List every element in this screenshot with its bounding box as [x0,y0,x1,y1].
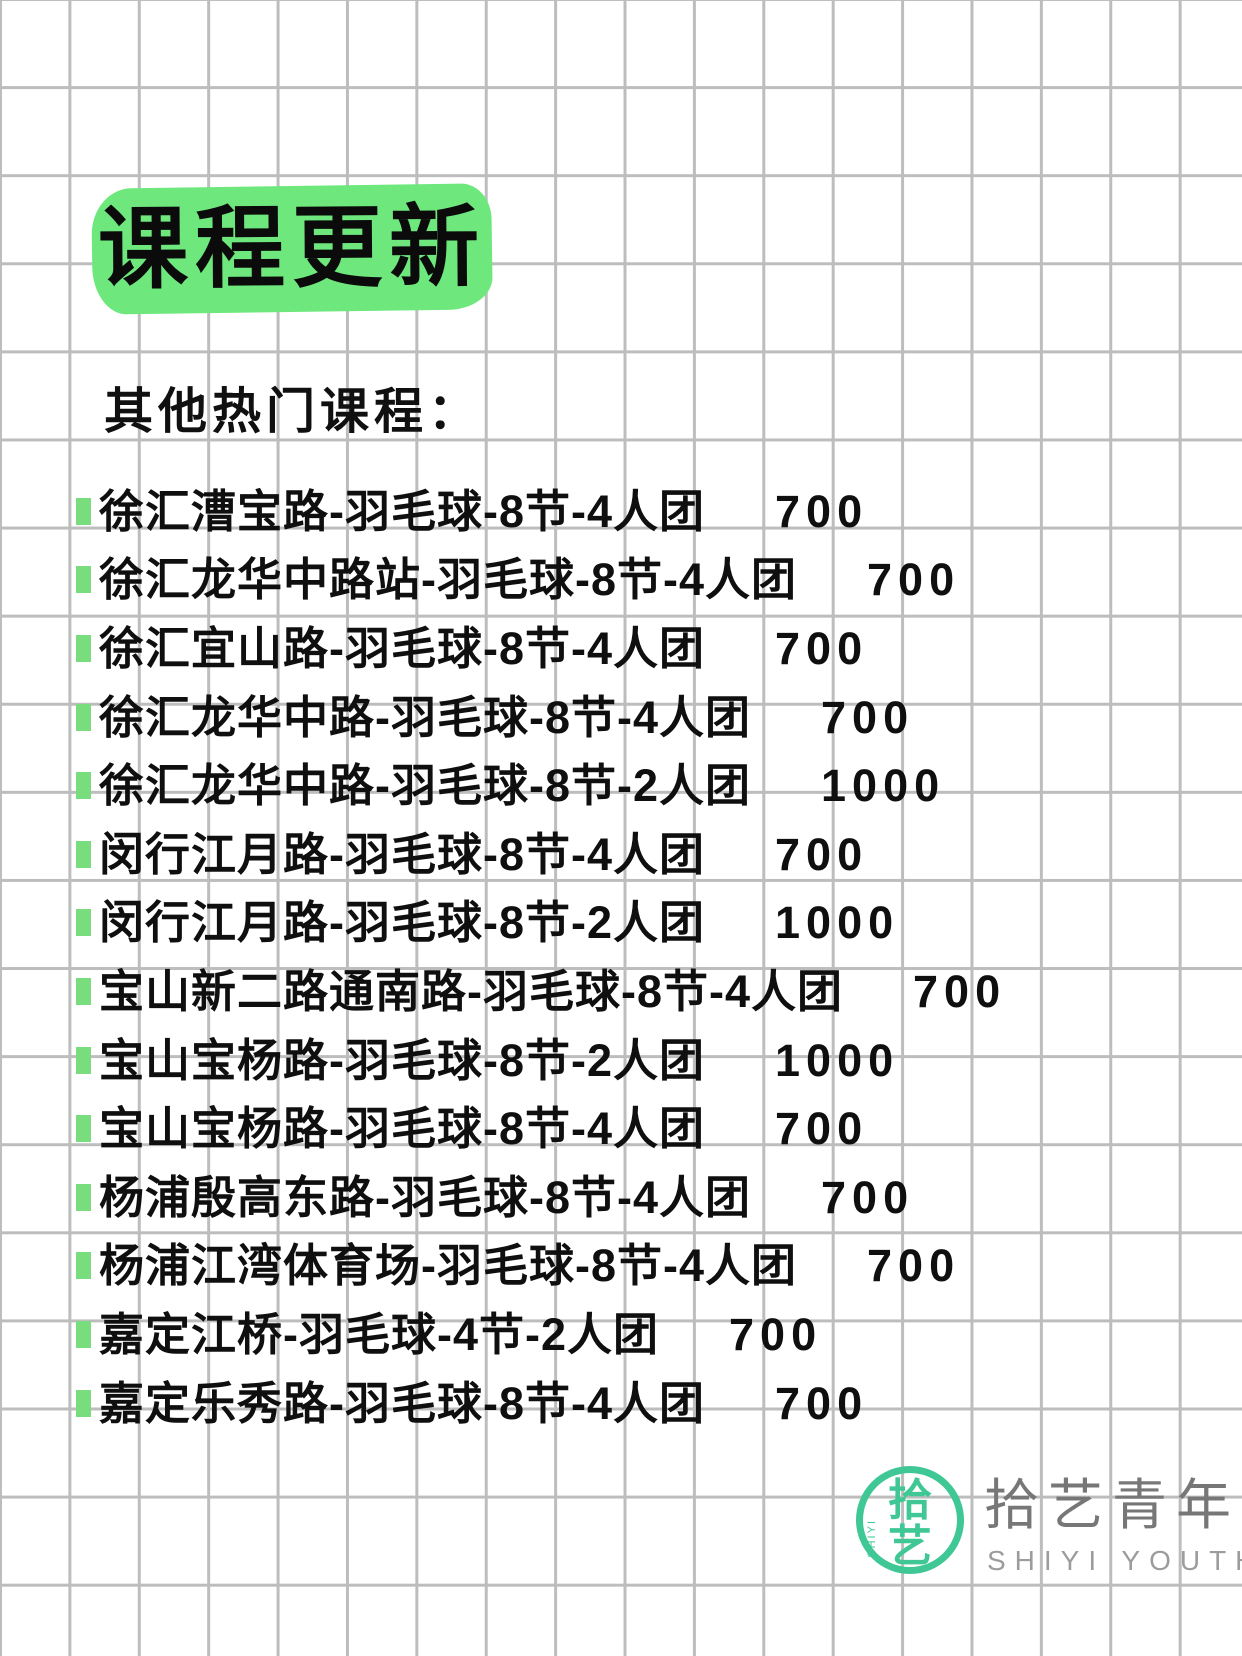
course-row: 杨浦江湾体育场-羽毛球-8节-4人团 700 [0,1232,1242,1301]
course-label: 徐汇龙华中路站-羽毛球-8节-4人团 [99,554,798,606]
course-price: 700 [913,965,1007,1017]
bullet-icon [76,1183,91,1211]
course-price: 1000 [821,760,946,812]
course-price: 700 [821,691,915,743]
course-price: 700 [867,554,961,606]
subtitle: 其他热门课程： [104,385,483,439]
bullet-icon [76,634,91,662]
course-label: 嘉定乐秀路-羽毛球-8节-4人团 [99,1377,706,1429]
page-title: 课程更新 [97,197,487,301]
bullet-icon [76,566,91,594]
course-row: 宝山宝杨路-羽毛球-8节-2人团 1000 [0,1026,1242,1095]
seal-char-top: 拾 [888,1476,932,1525]
course-label: 徐汇龙华中路-羽毛球-8节-4人团 [99,691,752,743]
course-row: 宝山新二路通南路-羽毛球-8节-4人团 700 [0,957,1242,1026]
course-price: 700 [775,828,869,880]
course-label: 宝山新二路通南路-羽毛球-8节-4人团 [99,965,844,1017]
title-highlight-badge: 课程更新 [91,183,493,315]
course-row: 徐汇龙华中路站-羽毛球-8节-4人团 700 [0,546,1242,615]
course-price: 700 [775,622,869,674]
course-price: 700 [775,485,869,537]
course-row: 杨浦殷高东路-羽毛球-8节-4人团 700 [0,1163,1242,1232]
brand-name-en: SHIYI YOUTH [987,1545,1242,1576]
course-price: 700 [821,1171,915,1223]
course-label: 徐汇漕宝路-羽毛球-8节-4人团 [99,485,706,537]
course-row: 徐汇漕宝路-羽毛球-8节-4人团 700 [0,477,1242,546]
brand-text: 拾艺青年 SHIYI YOUTH [984,1466,1242,1575]
seal-char-bottom: 艺 [888,1522,932,1572]
bullet-icon [76,1389,91,1417]
course-label: 闵行江月路-羽毛球-8节-2人团 [99,897,706,949]
bullet-icon [76,703,91,731]
course-row: 徐汇龙华中路-羽毛球-8节-4人团 700 [0,683,1242,752]
course-price: 700 [775,1103,869,1155]
seal-icon: 拾 艺 SHIYI [856,1466,964,1574]
bullet-icon [76,1320,91,1348]
course-row: 徐汇宜山路-羽毛球-8节-4人团 700 [0,614,1242,683]
brand-name-cn: 拾艺青年 [984,1474,1241,1536]
course-row: 闵行江月路-羽毛球-8节-4人团 700 [0,820,1242,889]
course-row: 闵行江月路-羽毛球-8节-2人团 1000 [0,889,1242,958]
course-label: 宝山宝杨路-羽毛球-8节-4人团 [99,1103,706,1155]
bullet-icon [76,1046,91,1074]
seal-circle-icon [856,1466,964,1574]
bullet-icon [76,1252,91,1280]
course-label: 徐汇龙华中路-羽毛球-8节-2人团 [99,760,752,812]
bullet-icon [76,772,91,800]
course-list: 徐汇漕宝路-羽毛球-8节-4人团 700 徐汇龙华中路站-羽毛球-8节-4人团 … [0,477,1242,1437]
bullet-icon [76,1115,91,1143]
bullet-icon [76,977,91,1005]
bullet-icon [76,909,91,937]
course-label: 杨浦殷高东路-羽毛球-8节-4人团 [99,1171,752,1223]
seal-characters: 拾 艺 [856,1476,964,1572]
course-label: 宝山宝杨路-羽毛球-8节-2人团 [99,1034,706,1086]
course-price: 1000 [775,897,900,949]
course-price: 700 [775,1377,869,1429]
course-row: 嘉定江桥-羽毛球-4节-2人团 700 [0,1300,1242,1369]
course-row: 宝山宝杨路-羽毛球-8节-4人团 700 [0,1094,1242,1163]
course-label: 杨浦江湾体育场-羽毛球-8节-4人团 [99,1240,798,1292]
course-label: 徐汇宜山路-羽毛球-8节-4人团 [99,622,706,674]
seal-side-text: SHIYI [866,1519,878,1558]
course-price: 700 [867,1240,961,1292]
course-label: 嘉定江桥-羽毛球-4节-2人团 [99,1308,660,1360]
brand-logo: 拾 艺 SHIYI 拾艺青年 SHIYI YOUTH [856,1466,1242,1575]
course-price: 1000 [775,1034,900,1086]
course-price: 700 [729,1308,823,1360]
course-label: 闵行江月路-羽毛球-8节-4人团 [99,828,706,880]
course-row: 徐汇龙华中路-羽毛球-8节-2人团 1000 [0,751,1242,820]
course-row: 嘉定乐秀路-羽毛球-8节-4人团 700 [0,1369,1242,1438]
bullet-icon [76,840,91,868]
bullet-icon [76,497,91,525]
